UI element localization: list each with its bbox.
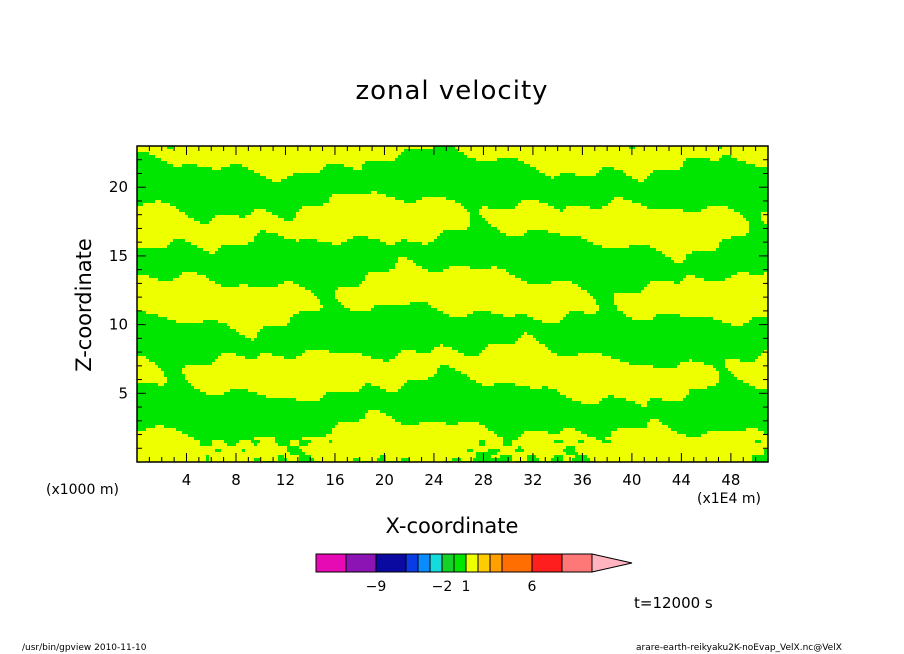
- colorbar-swatch: [429, 553, 443, 573]
- colorbar-swatch: [477, 553, 491, 573]
- time-label: t=12000 s: [634, 594, 713, 612]
- field-high-region: [137, 146, 768, 462]
- x-tick-label: 20: [375, 471, 394, 489]
- colorbar-label: −2: [432, 579, 453, 595]
- colorbar-swatch: [417, 553, 431, 573]
- plot-area: [137, 146, 768, 462]
- colorbar-swatch: [345, 553, 377, 573]
- colorbar-extend-arrow: [591, 553, 633, 573]
- footer-file: arare-earth-reikyaku2K-noEvap_VelX.nc@Ve…: [636, 643, 842, 653]
- colorbar-swatch: [561, 553, 593, 573]
- x-tick-label: 32: [523, 471, 542, 489]
- colorbar-swatch: [489, 553, 503, 573]
- y-tick-label: 5: [118, 384, 128, 402]
- x-tick-label: 36: [573, 471, 592, 489]
- plot-frame: [136, 145, 769, 463]
- colorbar-swatch: [465, 553, 479, 573]
- x-tick-label: 28: [474, 471, 493, 489]
- x-axis-label: X-coordinate: [385, 514, 519, 538]
- x-tick-label: 4: [182, 471, 192, 489]
- y-axis-unit: (x1000 m): [46, 482, 119, 498]
- x-tick-label: 24: [424, 471, 443, 489]
- colorbar-swatch: [315, 553, 347, 573]
- y-tick-label: 10: [109, 316, 128, 334]
- colorbar: −9 −2 1 6: [315, 553, 633, 595]
- y-tick-label: 20: [109, 178, 128, 196]
- colorbar-swatch: [375, 553, 407, 573]
- contour-field: [137, 146, 768, 462]
- colorbar-swatch: [405, 553, 419, 573]
- x-tick-label: 44: [672, 471, 691, 489]
- x-axis-unit: (x1E4 m): [697, 491, 761, 507]
- x-tick-label: 16: [325, 471, 344, 489]
- chart-title: zonal velocity: [355, 76, 549, 106]
- colorbar-swatch: [441, 553, 455, 573]
- colorbar-swatch: [531, 553, 563, 573]
- colorbar-label: 1: [462, 579, 471, 595]
- x-tick-label: 12: [276, 471, 295, 489]
- colorbar-swatch: [501, 553, 533, 573]
- colorbar-label: −9: [366, 579, 387, 595]
- y-tick-label: 15: [109, 247, 128, 265]
- x-tick-label: 8: [231, 471, 241, 489]
- colorbar-label: 6: [528, 579, 537, 595]
- footer-program: /usr/bin/gpview 2010-11-10: [22, 643, 147, 653]
- x-tick-label: 40: [622, 471, 641, 489]
- colorbar-swatch: [453, 553, 467, 573]
- x-tick-label: 48: [721, 471, 740, 489]
